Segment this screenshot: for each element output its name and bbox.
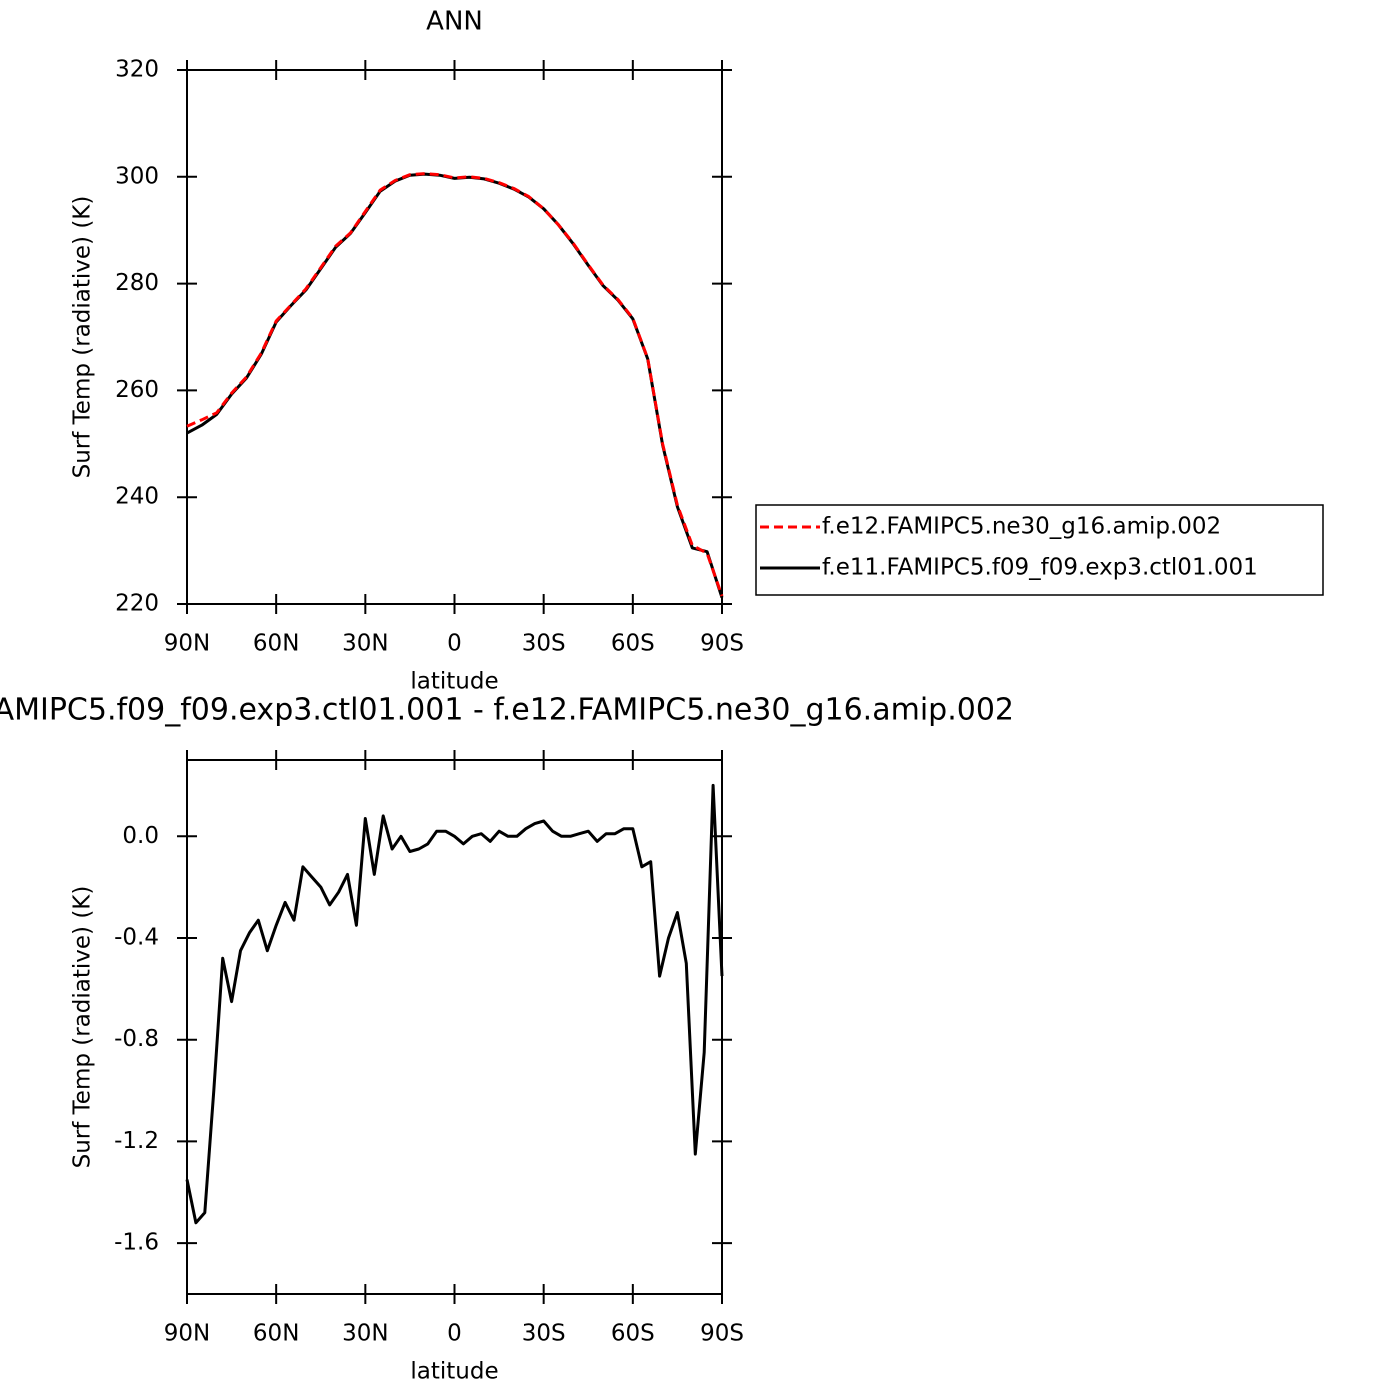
y-tick-label: 0.0 bbox=[122, 823, 159, 849]
legend-box bbox=[755, 504, 1324, 596]
y-tick-label: 280 bbox=[115, 270, 159, 296]
legend-label: f.e12.FAMIPC5.ne30_g16.amip.002 bbox=[822, 514, 1221, 540]
x-tick-label: 90N bbox=[164, 631, 210, 657]
x-tick-label: 60S bbox=[611, 1321, 655, 1347]
y-axis-label: Surf Temp (radiative) (K) bbox=[70, 196, 96, 479]
plot-frame bbox=[186, 69, 723, 605]
y-tick-label: -1.6 bbox=[114, 1230, 159, 1256]
y-tick-label: 260 bbox=[115, 377, 159, 403]
x-tick-label: 90N bbox=[164, 1321, 210, 1347]
x-tick-label: 30N bbox=[342, 1321, 388, 1347]
y-tick-label: 300 bbox=[115, 163, 159, 189]
data-line bbox=[186, 172, 724, 599]
chart-title: ANN bbox=[426, 7, 483, 37]
x-tick-label: 60S bbox=[611, 631, 655, 657]
y-tick-label: -1.2 bbox=[114, 1128, 159, 1154]
x-tick-label: 60N bbox=[253, 631, 299, 657]
legend-label: f.e11.FAMIPC5.f09_f09.exp3.ctl01.001 bbox=[822, 555, 1258, 581]
x-tick-label: 60N bbox=[253, 1321, 299, 1347]
plot-frame bbox=[186, 759, 723, 1295]
y-tick-label: 220 bbox=[115, 591, 159, 617]
x-tick-label: 90S bbox=[700, 1321, 744, 1347]
y-tick-label: -0.8 bbox=[114, 1026, 159, 1052]
x-tick-label: 30S bbox=[522, 631, 566, 657]
x-tick-label: 0 bbox=[447, 631, 462, 657]
x-axis-label: latitude bbox=[410, 669, 498, 695]
y-tick-label: 240 bbox=[115, 484, 159, 510]
x-tick-label: 0 bbox=[447, 1321, 462, 1347]
x-axis-label: latitude bbox=[410, 1359, 498, 1385]
y-tick-label: 320 bbox=[115, 57, 159, 83]
x-tick-label: 30S bbox=[522, 1321, 566, 1347]
data-line bbox=[186, 172, 724, 597]
y-axis-label: Surf Temp (radiative) (K) bbox=[70, 886, 96, 1169]
x-tick-label: 90S bbox=[700, 631, 744, 657]
data-line bbox=[185, 783, 724, 1225]
y-tick-label: -0.4 bbox=[114, 925, 159, 951]
x-tick-label: 30N bbox=[342, 631, 388, 657]
chart-title: f.e11.FAMIPC5.f09_f09.exp3.ctl01.001 - f… bbox=[0, 693, 1014, 728]
